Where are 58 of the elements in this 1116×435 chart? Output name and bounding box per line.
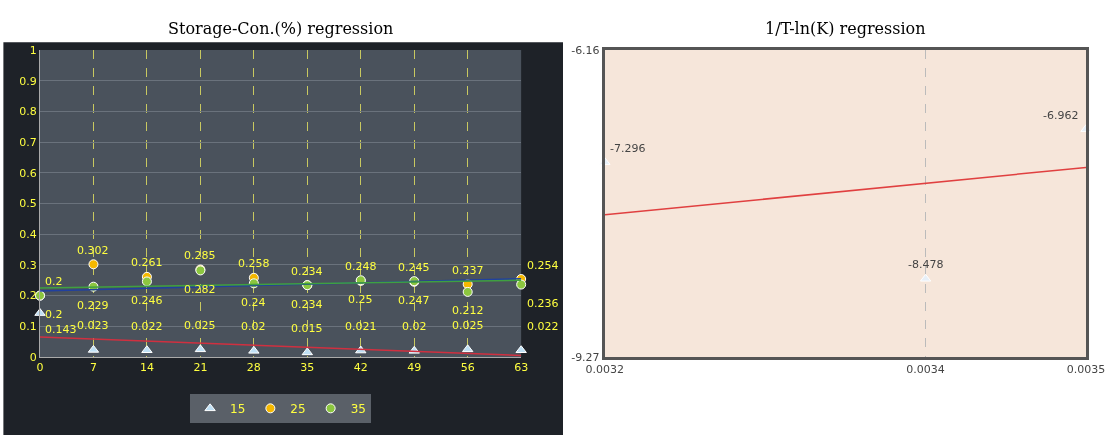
chart-title: 1/T-ln(K) regression <box>765 19 926 38</box>
data-label: 0.023 <box>77 319 109 332</box>
data-label: 0.02 <box>241 320 266 333</box>
y-tick-label: 0.3 <box>19 258 37 272</box>
x-tick-label: 56 <box>460 361 475 375</box>
x-tick-label: 14 <box>139 361 154 375</box>
y-tick-label: -6.16 <box>571 43 600 57</box>
data-label: -6.962 <box>1043 109 1079 122</box>
x-tick-label: 42 <box>353 361 368 375</box>
data-label: 0.022 <box>131 320 163 333</box>
chart-title: Storage-Con.(%) regression <box>168 19 394 38</box>
x-tick-label: 28 <box>246 361 261 375</box>
data-label: 0.236 <box>527 297 559 310</box>
y-tick-label: 0.4 <box>19 228 37 242</box>
x-tick-label: 0.0034 <box>906 363 945 377</box>
y-tick-label: 0.6 <box>19 166 37 180</box>
data-label: 0.025 <box>452 319 484 332</box>
legend-label: 35 <box>350 402 366 417</box>
x-tick-label: 63 <box>514 361 529 375</box>
x-tick-label: 0.0035 <box>1066 363 1106 377</box>
data-label: 0.285 <box>184 249 216 262</box>
y-tick-label: 0.2 <box>19 289 37 303</box>
data-label: 0.025 <box>184 319 216 332</box>
legend-label: 25 <box>290 402 306 417</box>
data-label: 0.245 <box>398 261 430 274</box>
data-label: 0.282 <box>184 283 216 296</box>
data-label: 0.02 <box>402 320 427 333</box>
data-label: 0.021 <box>345 320 377 333</box>
data-label: 0.212 <box>452 304 484 317</box>
x-tick-label: 0.0032 <box>585 363 625 377</box>
x-tick-label: 7 <box>89 361 97 375</box>
x-tick-label: 49 <box>407 361 422 375</box>
y-tick-label: 0 <box>29 350 37 364</box>
data-label: -8.478 <box>908 258 944 271</box>
data-label: 0.246 <box>131 294 163 307</box>
data-label: 0.2 <box>45 308 63 321</box>
data-label: 0.2 <box>45 275 63 288</box>
y-tick-label: 0.5 <box>19 197 37 211</box>
data-label: 0.24 <box>241 296 266 309</box>
data-label: 0.254 <box>527 259 559 272</box>
x-tick-label: 21 <box>193 361 208 375</box>
y-tick-label: 0.1 <box>19 320 37 334</box>
data-label: -7.296 <box>610 142 646 155</box>
data-label: 0.258 <box>238 257 270 270</box>
data-label: 0.261 <box>131 256 163 269</box>
data-label: 0.022 <box>527 320 559 333</box>
y-tick-label: 1 <box>29 43 37 57</box>
y-tick-label: 0.7 <box>19 135 37 149</box>
y-tick-label: 0.8 <box>19 105 37 119</box>
legend-label: 15 <box>230 402 246 417</box>
x-tick-label: 35 <box>300 361 315 375</box>
data-label: 0.25 <box>348 293 373 306</box>
data-label: 0.015 <box>291 322 323 335</box>
y-tick-label: -9.27 <box>571 350 600 364</box>
data-label: 0.248 <box>345 260 377 273</box>
data-label: 0.143 <box>45 323 77 336</box>
y-tick-label: 0.9 <box>19 74 37 88</box>
data-label: 0.247 <box>398 294 430 307</box>
